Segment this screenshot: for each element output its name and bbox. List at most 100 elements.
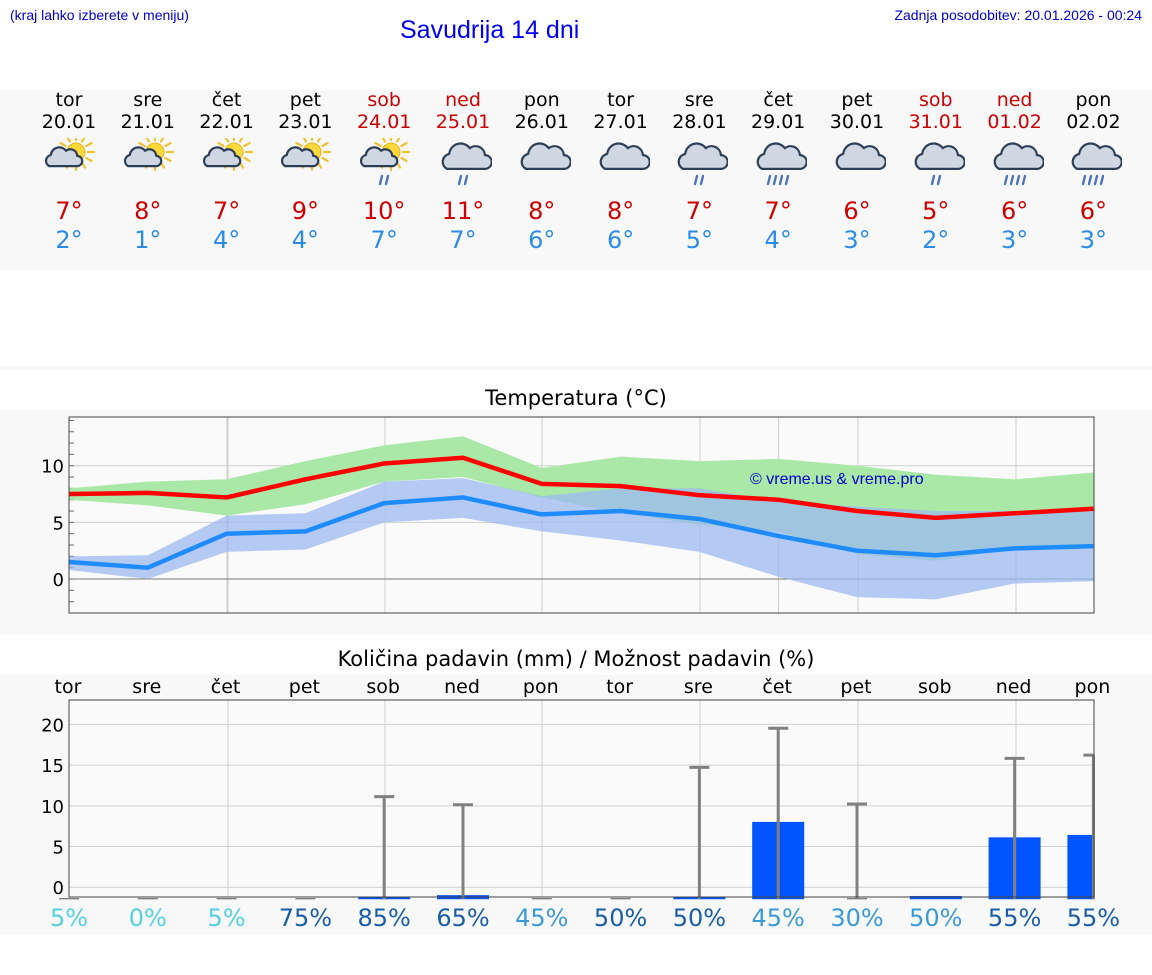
page-title: Savudrija 14 dni — [400, 16, 580, 44]
sun-cloud-icon — [44, 138, 96, 172]
max-temperature: 7° — [764, 197, 792, 225]
sun-cloud-icon — [123, 138, 174, 172]
max-temperature-line — [68, 455, 1094, 521]
min-temperature: 3° — [843, 226, 871, 254]
min-temperature: 7° — [449, 226, 477, 254]
day-date: 28.01 — [672, 111, 727, 133]
min-temperature: 4° — [764, 226, 792, 254]
x-day-label: čet — [762, 676, 792, 698]
cloud-rain-icon — [914, 142, 965, 186]
sun-cloud-rain-icon — [360, 138, 411, 186]
day-date: 23.01 — [278, 111, 333, 133]
max-temperature: 8° — [528, 197, 556, 225]
y-tick-label: 20 — [41, 715, 64, 736]
divider — [0, 366, 1152, 370]
cloud-rain-icon — [441, 142, 492, 186]
precipitation-chance: 30% — [830, 904, 883, 932]
precipitation-chance: 45% — [752, 904, 805, 932]
watermark: © vreme.us & vreme.pro — [750, 471, 924, 488]
day-date: 29.01 — [750, 111, 806, 133]
max-temperature: 7° — [212, 197, 241, 225]
day-name: sob — [367, 89, 401, 111]
x-day-label: sob — [918, 676, 952, 698]
x-day-label: čet — [211, 676, 241, 698]
max-temperature: 11° — [441, 197, 485, 225]
max-temperature: 7° — [685, 197, 714, 225]
precipitation-chance: 65% — [436, 904, 489, 932]
cloud-heavy-rain-icon — [756, 142, 808, 186]
max-temperature: 6° — [843, 197, 871, 225]
day-name: tor — [55, 89, 83, 111]
precipitation-bar — [909, 895, 962, 900]
cloud-rain-icon — [678, 142, 729, 186]
precipitation-chart: 0 5 10 15 20 tor sre čet pet sob ned pon tor sre čet pe… — [0, 675, 1152, 935]
cloud-heavy-rain-icon — [993, 142, 1044, 186]
daily-forecast-strip: tor 20.01 7° 2° sre 21.01 8° 1° čet 22.01 7° 4° pet 2… — [0, 90, 1152, 270]
day-name: sre — [684, 89, 714, 111]
day-date: 21.01 — [120, 111, 175, 133]
day-date: 30.01 — [829, 111, 885, 133]
day-name: čet — [763, 89, 793, 111]
cloud-icon — [599, 142, 650, 170]
min-temperature: 6° — [606, 226, 635, 254]
min-temperature-line — [68, 495, 1094, 570]
day-name: ned — [445, 89, 481, 111]
day-name: pet — [289, 89, 321, 111]
y-tick-label: 10 — [41, 797, 64, 818]
cloud-icon — [835, 142, 886, 170]
y-tick-label: 0 — [53, 878, 64, 899]
sun-cloud-icon — [202, 138, 253, 172]
max-temperature: 10° — [362, 197, 406, 225]
max-temperature: 8° — [134, 197, 162, 225]
precipitation-chance: 50% — [909, 904, 962, 932]
precipitation-chart-title: Količina padavin (mm) / Možnost padavin … — [337, 647, 815, 671]
day-date: 20.01 — [41, 111, 97, 133]
precipitation-chance: 75% — [279, 904, 332, 932]
precipitation-chance: 55% — [1067, 904, 1120, 932]
y-tick-label: 0 — [53, 570, 64, 591]
x-day-label: sob — [366, 676, 400, 698]
min-temperature: 1° — [134, 226, 162, 254]
precipitation-chance: 45% — [515, 904, 568, 932]
precipitation-chance: 55% — [988, 904, 1041, 932]
temperature-chart-svg: 0 5 10 © vreme.us & vreme.pro — [41, 416, 1095, 614]
day-date: 01.02 — [987, 111, 1042, 133]
sun-cloud-icon — [281, 138, 332, 172]
min-temperature: 4° — [212, 226, 241, 254]
day-date: 22.01 — [199, 111, 254, 133]
plot-area — [69, 700, 1094, 897]
precipitation-chance: 0% — [129, 904, 167, 932]
day-name: čet — [211, 89, 242, 111]
min-temperature: 3° — [1079, 226, 1108, 254]
min-temperature: 6° — [528, 226, 556, 254]
max-temperature: 6° — [1079, 197, 1108, 225]
temperature-chart: 0 5 10 © vreme.us & vreme.pro — [0, 410, 1152, 635]
day-date: 26.01 — [514, 111, 569, 133]
day-date: 02.02 — [1066, 111, 1121, 133]
min-temperature: 5° — [685, 226, 714, 254]
x-day-label: pon — [523, 676, 559, 698]
x-day-label: pon — [1075, 676, 1111, 698]
day-date: 31.01 — [908, 111, 963, 133]
location-menu-note: (kraj lahko izberete v meniju) — [10, 7, 189, 23]
day-date: 25.01 — [435, 111, 491, 133]
min-temperature: 2° — [55, 226, 83, 254]
y-tick-label: 5 — [53, 513, 64, 534]
plot-border — [68, 416, 1095, 614]
min-temperature: 4° — [291, 226, 320, 254]
max-temperature: 6° — [1000, 197, 1029, 225]
y-tick-label: 10 — [41, 457, 64, 478]
day-name: ned — [996, 89, 1033, 111]
temperature-chart-title: Temperatura (°C) — [485, 386, 667, 410]
day-name: pet — [841, 89, 873, 111]
x-day-label: ned — [444, 676, 480, 698]
precipitation-chart-svg: 0 5 10 15 20 tor sre čet pet sob ned pon tor sre čet pe… — [41, 676, 1120, 932]
max-temperature: 9° — [291, 197, 320, 225]
precipitation-chance: 50% — [673, 904, 726, 932]
y-tick-label: 15 — [41, 756, 64, 777]
x-day-label: sre — [684, 676, 713, 698]
day-name: sre — [133, 89, 163, 111]
min-temperature: 7° — [370, 226, 398, 254]
precipitation-bar — [1067, 834, 1094, 900]
day-name: pon — [523, 89, 560, 111]
